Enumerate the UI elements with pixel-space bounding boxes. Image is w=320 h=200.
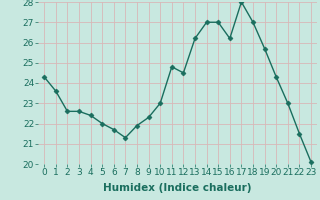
X-axis label: Humidex (Indice chaleur): Humidex (Indice chaleur) [103,183,252,193]
